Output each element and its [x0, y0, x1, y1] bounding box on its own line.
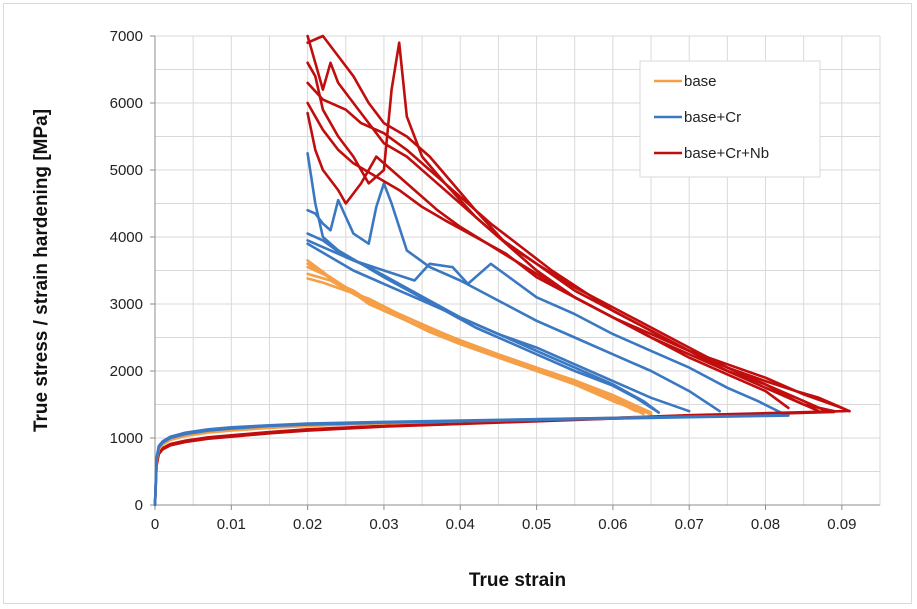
x-tick-label: 0.06: [598, 516, 627, 533]
x-tick-label: 0: [151, 516, 159, 533]
series-line-base: [306, 262, 653, 416]
series-line-base: [153, 415, 653, 507]
series-line-base-plus-Cr-plus-Nb: [306, 81, 851, 413]
y-tick-label: 6000: [110, 95, 143, 112]
x-tick-label: 0.03: [369, 516, 398, 533]
y-axis-title: True stress / strain hardening [MPa]: [31, 109, 52, 432]
series-line-base-plus-Cr: [306, 152, 660, 414]
x-tick-label: 0.04: [446, 516, 475, 533]
x-tick-label: 0.01: [217, 516, 246, 533]
y-tick-label: 5000: [110, 162, 143, 179]
y-tick-label: 7000: [110, 28, 143, 45]
series-line-base-plus-Cr-plus-Nb: [306, 101, 828, 413]
x-tick-label: 0.05: [522, 516, 551, 533]
y-tick-label: 4000: [110, 229, 143, 246]
y-tick-label: 3000: [110, 296, 143, 313]
y-tick-label: 2000: [110, 363, 143, 380]
series-line-base-plus-Cr: [306, 182, 721, 413]
x-tick-label: 0.07: [675, 516, 704, 533]
legend-label: base+Cr: [684, 109, 741, 126]
axes: [150, 35, 880, 510]
series-line-base-plus-Cr: [153, 413, 783, 507]
x-tick-label: 0.02: [293, 516, 322, 533]
series-line-base-plus-Cr-plus-Nb: [306, 41, 790, 410]
y-tick-label: 0: [135, 497, 143, 514]
tick-labels: 0 0.01 0.02 0.03 0.04 0.05 0.06 0.07 0.08 0.09 0 10…: [110, 28, 857, 533]
legend: base base+Cr base+Cr+Nb: [639, 60, 821, 178]
x-tick-label: 0.08: [751, 516, 780, 533]
series-line-base-plus-Cr: [306, 242, 660, 414]
x-tick-label: 0.09: [827, 516, 856, 533]
series-line-base-plus-Cr: [306, 239, 783, 414]
x-axis-title: True strain: [469, 570, 566, 591]
series-lines: [153, 34, 851, 507]
y-tick-label: 1000: [110, 430, 143, 447]
legend-label: base+Cr+Nb: [684, 145, 769, 162]
legend-label: base: [684, 73, 717, 90]
